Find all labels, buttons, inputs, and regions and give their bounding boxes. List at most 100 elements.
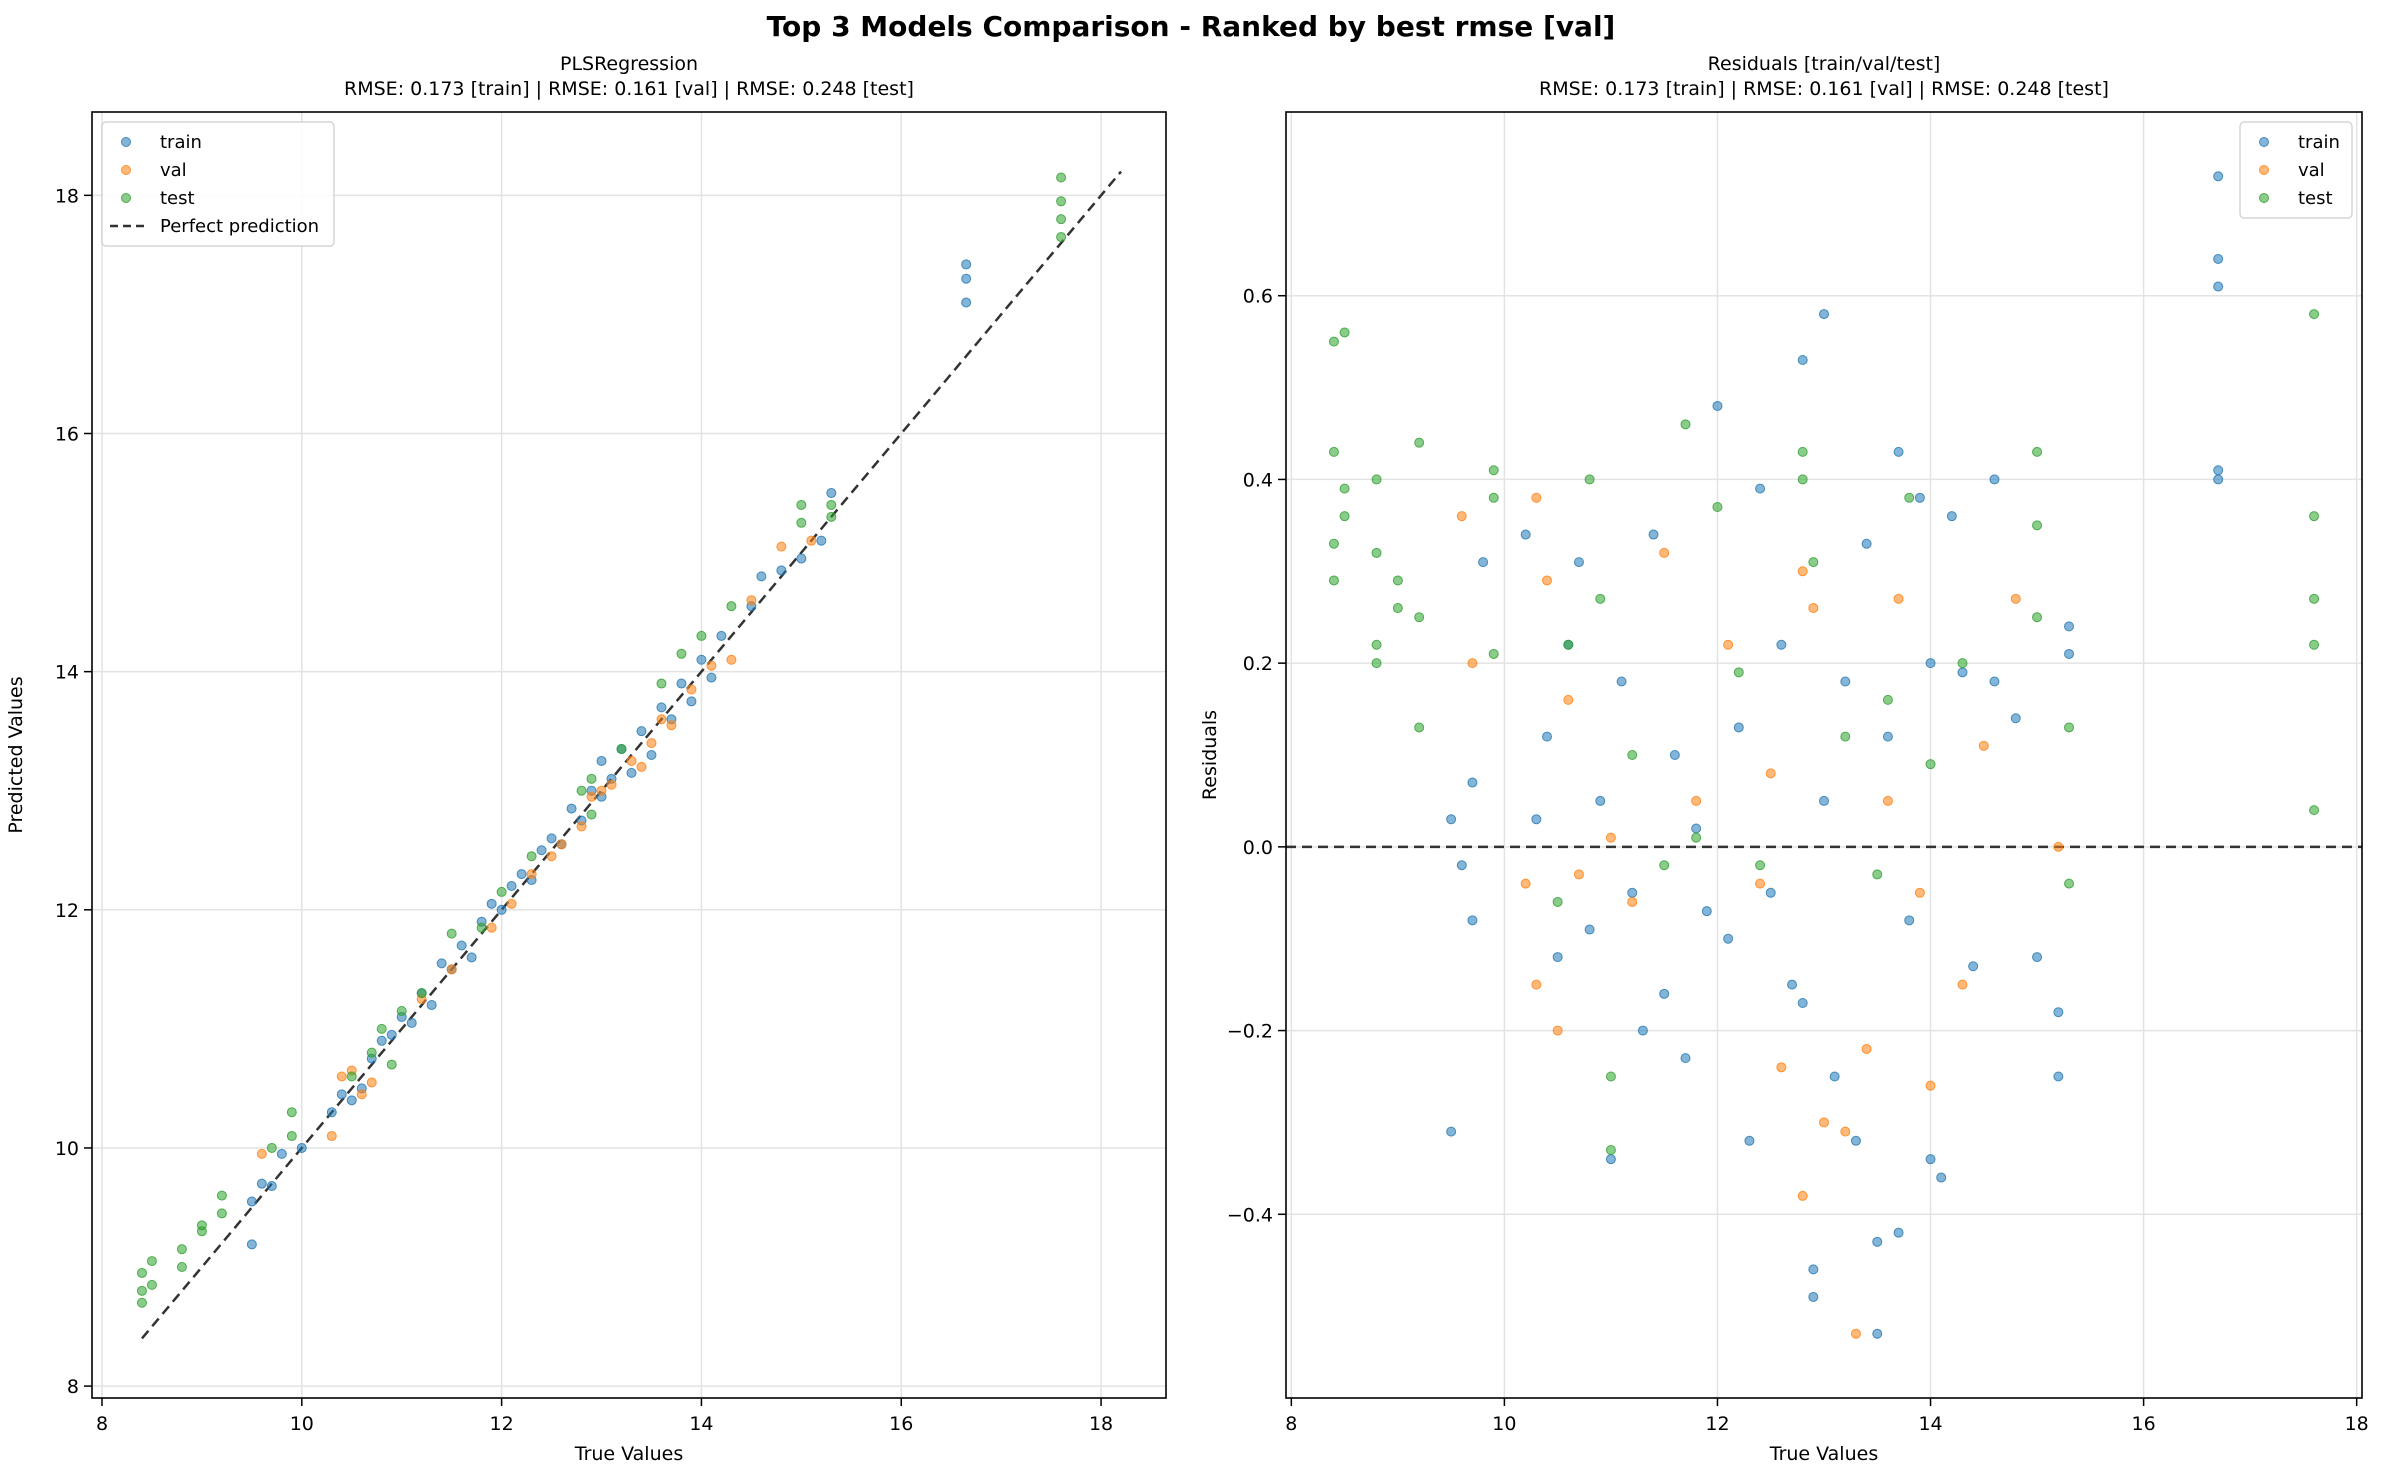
data-point-train	[1744, 1135, 1755, 1146]
data-point-test	[1957, 658, 1968, 669]
data-point-train	[1787, 979, 1798, 990]
data-point-train	[386, 1029, 397, 1040]
data-point-train	[326, 1107, 337, 1118]
data-point-val	[1765, 768, 1776, 779]
series-train	[1446, 171, 2224, 1339]
data-point-train	[1584, 924, 1595, 935]
data-point-test	[656, 678, 667, 689]
data-point-test	[1371, 547, 1382, 558]
series-test	[1328, 309, 2320, 1155]
data-point-train	[2010, 713, 2021, 724]
x-tick-label: 18	[1089, 1413, 1113, 1435]
data-point-val	[1755, 878, 1766, 889]
data-point-train	[1712, 400, 1723, 411]
data-point-val	[1861, 1043, 1872, 1054]
data-point-val	[1542, 575, 1553, 586]
legend-label: test	[160, 188, 195, 209]
data-point-train	[486, 898, 497, 909]
data-point-train	[1659, 988, 1670, 999]
data-point-val	[1978, 740, 1989, 751]
data-point-val	[686, 684, 697, 695]
y-tick-label: 10	[55, 1138, 79, 1160]
figure-suptitle: Top 3 Models Comparison - Ranked by best…	[766, 10, 1616, 43]
data-point-test	[386, 1059, 397, 1070]
data-point-val	[596, 785, 607, 796]
data-point-train	[1925, 1154, 1936, 1165]
data-point-train	[1680, 1053, 1691, 1064]
legend: train val test	[2239, 121, 2353, 219]
data-point-train	[1701, 906, 1712, 917]
data-point-test	[2309, 309, 2320, 320]
data-point-train	[1989, 676, 2000, 687]
data-point-val	[746, 595, 757, 606]
y-tick-label: 16	[55, 424, 79, 446]
data-point-train	[1446, 814, 1457, 825]
data-point-train	[256, 1178, 267, 1189]
data-point-test	[1339, 483, 1350, 494]
data-point-train	[1893, 446, 1904, 457]
data-point-val	[1627, 896, 1638, 907]
data-point-val	[506, 898, 517, 909]
data-point-test	[1659, 860, 1670, 871]
x-axis-label: True Values	[574, 1443, 683, 1465]
data-point-test	[1605, 1071, 1616, 1082]
legend-label: val	[160, 160, 187, 181]
panel-subtitle: RMSE: 0.173 [train] | RMSE: 0.161 [val] …	[344, 78, 914, 100]
data-point-test	[1733, 667, 1744, 678]
data-point-test	[1552, 896, 1563, 907]
data-point-test	[2064, 878, 2075, 889]
data-point-val	[486, 922, 497, 933]
data-point-test	[796, 499, 807, 510]
data-point-test	[826, 499, 837, 510]
data-point-train	[266, 1181, 277, 1192]
data-point-test	[1840, 731, 1851, 742]
data-point-test	[2309, 639, 2320, 650]
data-point-train	[1467, 777, 1478, 788]
data-point-test	[1414, 722, 1425, 733]
data-point-train	[676, 678, 687, 689]
panel-title: PLSRegression	[560, 53, 698, 75]
data-point-train	[1914, 492, 1925, 503]
data-point-test	[1414, 437, 1425, 448]
y-tick-label: 0.0	[1243, 837, 1273, 859]
data-point-val	[446, 964, 457, 975]
data-point-train	[2064, 621, 2075, 632]
x-tick-label: 12	[1705, 1413, 1729, 1435]
data-point-val	[526, 869, 537, 880]
x-tick-label: 8	[1285, 1413, 1297, 1435]
data-point-val	[656, 714, 667, 725]
data-point-train	[756, 571, 767, 582]
data-point-train	[246, 1196, 257, 1207]
data-point-test	[1605, 1144, 1616, 1155]
data-point-test	[1797, 446, 1808, 457]
data-point-test	[1056, 172, 1067, 183]
data-point-val	[726, 654, 737, 665]
data-point-train	[1829, 1071, 1840, 1082]
data-point-train	[2053, 1071, 2064, 1082]
data-point-test	[376, 1023, 387, 1034]
data-point-train	[1627, 887, 1638, 898]
data-point-test	[176, 1262, 187, 1273]
data-point-val	[1819, 1117, 1829, 1128]
data-point-train	[1872, 1236, 1883, 1247]
legend-label: train	[2298, 132, 2340, 153]
axes-frame	[91, 111, 1167, 1399]
data-point-val	[1797, 1190, 1808, 1201]
data-point-test	[1904, 492, 1915, 503]
data-point-test	[136, 1285, 147, 1296]
data-point-train	[2064, 648, 2075, 659]
data-point-train	[496, 904, 507, 915]
data-point-train	[1765, 887, 1776, 898]
data-point-train	[1819, 795, 1829, 806]
axes-frame	[1285, 111, 2363, 1399]
data-point-test	[2309, 805, 2320, 816]
data-point-val	[1776, 1062, 1787, 1073]
data-point-train	[1819, 309, 1829, 320]
data-point-train	[296, 1142, 307, 1153]
legend-box	[2239, 121, 2353, 219]
data-point-test	[446, 928, 457, 939]
data-point-val	[666, 720, 677, 731]
data-point-train	[1861, 538, 1872, 549]
data-point-test	[586, 773, 597, 784]
data-point-test	[1488, 492, 1499, 503]
